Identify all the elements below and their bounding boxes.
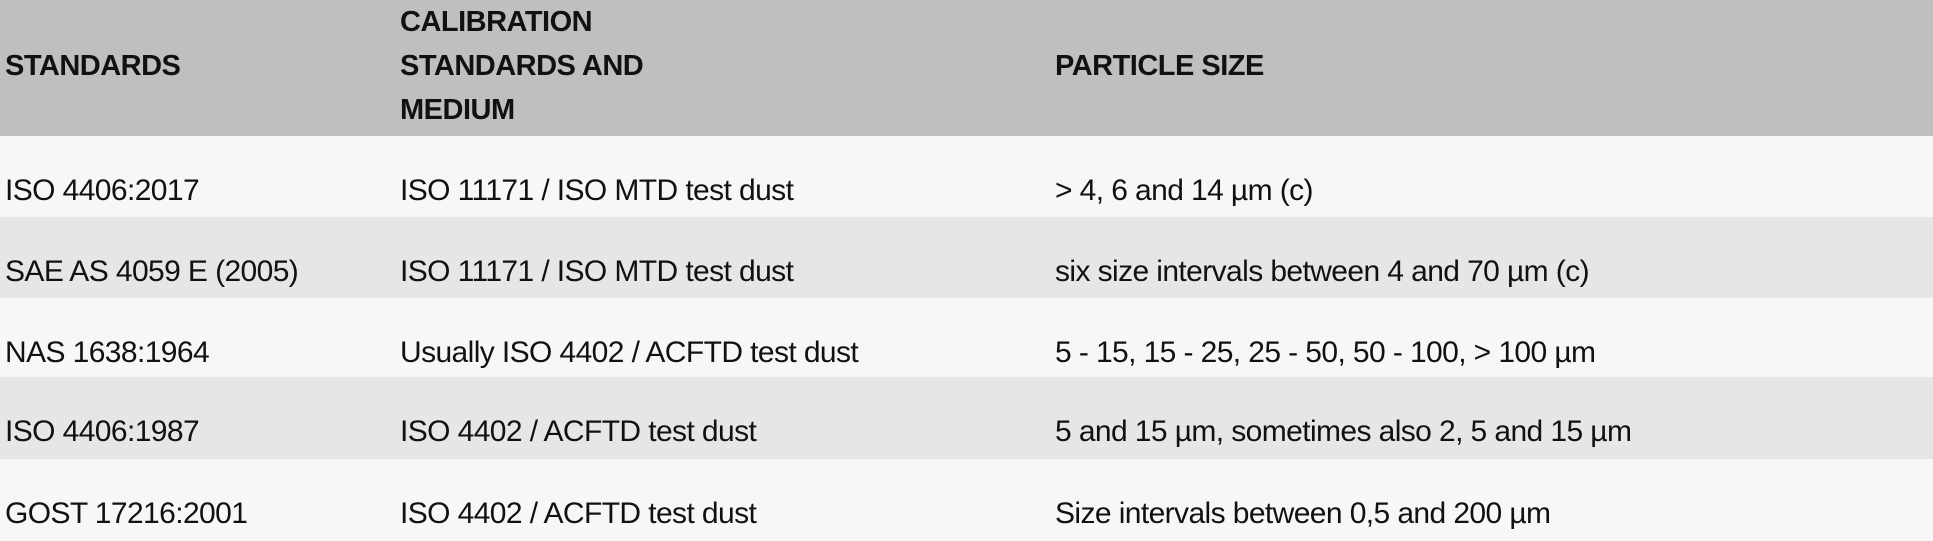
- cell-standard: GOST 17216:2001: [0, 459, 395, 541]
- cell-calibration: ISO 4402 / ACFTD test dust: [395, 459, 1050, 541]
- cell-particle-size: six size intervals between 4 and 70 µm (…: [1050, 217, 1933, 298]
- cell-calibration: ISO 11171 / ISO MTD test dust: [395, 136, 1050, 217]
- cell-particle-size: 5 and 15 µm, sometimes also 2, 5 and 15 …: [1050, 377, 1933, 459]
- cell-calibration: Usually ISO 4402 / ACFTD test dust: [395, 298, 1050, 377]
- header-standards: STANDARDS: [0, 0, 395, 136]
- cell-standard: ISO 4406:2017: [0, 136, 395, 217]
- cell-calibration: ISO 4402 / ACFTD test dust: [395, 377, 1050, 459]
- table-row: GOST 17216:2001 ISO 4402 / ACFTD test dus…: [0, 459, 1933, 541]
- cell-particle-size: > 4, 6 and 14 µm (c): [1050, 136, 1933, 217]
- cell-standard: NAS 1638:1964: [0, 298, 395, 377]
- table-row: ISO 4406:1987 ISO 4402 / ACFTD test dust 5…: [0, 377, 1933, 459]
- cell-standard: ISO 4406:1987: [0, 377, 395, 459]
- table-row: NAS 1638:1964 Usually ISO 4402 / ACFTD te…: [0, 298, 1933, 377]
- cell-standard: SAE AS 4059 E (2005): [0, 217, 395, 298]
- cell-particle-size: Size intervals between 0,5 and 200 µm: [1050, 459, 1933, 541]
- table-row: SAE AS 4059 E (2005) ISO 11171 / ISO MTD …: [0, 217, 1933, 298]
- header-calibration: CALIBRATION STANDARDS AND MEDIUM: [395, 0, 1050, 136]
- cell-calibration: ISO 11171 / ISO MTD test dust: [395, 217, 1050, 298]
- cell-particle-size: 5 - 15, 15 - 25, 25 - 50, 50 - 100, > 10…: [1050, 298, 1933, 377]
- table-row: ISO 4406:2017 ISO 11171 / ISO MTD test du…: [0, 136, 1933, 217]
- header-particle-size: PARTICLE SIZE: [1050, 0, 1933, 136]
- header-row: STANDARDS CALIBRATION STANDARDS AND MEDI…: [0, 0, 1933, 136]
